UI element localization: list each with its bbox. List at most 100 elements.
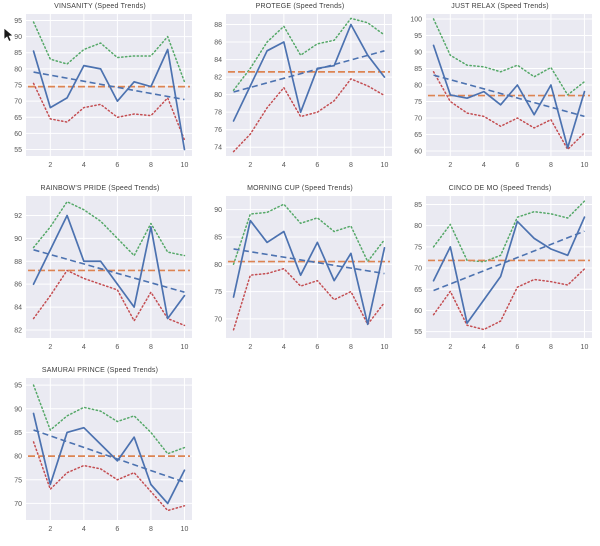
svg-text:8: 8 [149, 344, 153, 351]
svg-text:65: 65 [414, 132, 422, 139]
svg-text:10: 10 [381, 162, 389, 169]
svg-text:2: 2 [248, 344, 252, 351]
svg-text:80: 80 [14, 454, 22, 461]
svg-text:2: 2 [48, 526, 52, 533]
chart-title: PROTEGE (Speed Trends) [255, 3, 345, 10]
svg-text:4: 4 [482, 344, 486, 351]
svg-text:10: 10 [181, 344, 189, 351]
svg-text:95: 95 [14, 383, 22, 390]
chart-title: JUST RELAX (Speed Trends) [451, 3, 549, 10]
svg-text:8: 8 [549, 162, 553, 169]
svg-text:65: 65 [414, 287, 422, 294]
svg-text:10: 10 [181, 526, 189, 533]
svg-text:8: 8 [549, 344, 553, 351]
svg-text:90: 90 [414, 49, 422, 56]
plot-area-protege: 74 76 78 80 82 84 86 88 2 4 6 8 10 [214, 14, 392, 169]
chart-title: MORNING CUP (Speed Trends) [247, 185, 353, 192]
chart-panel-morning-cup: 70 75 80 85 90 2 4 6 8 10 MORNING CUP (Speed Tren… [200, 182, 400, 364]
chart-panel-vinsanity: 55 60 65 70 75 80 85 90 95 2 4 6 8 10 VINSANITY (Spee… [0, 0, 200, 182]
svg-text:85: 85 [414, 66, 422, 73]
svg-text:4: 4 [82, 344, 86, 351]
chart-title: RAINBOW'S PRIDE (Speed Trends) [40, 185, 160, 192]
svg-text:4: 4 [82, 162, 86, 169]
svg-text:2: 2 [248, 162, 252, 169]
svg-text:85: 85 [214, 234, 222, 241]
svg-text:76: 76 [214, 127, 222, 134]
svg-text:4: 4 [282, 344, 286, 351]
svg-text:75: 75 [414, 99, 422, 106]
svg-text:80: 80 [414, 83, 422, 90]
svg-text:6: 6 [315, 162, 319, 169]
svg-text:100: 100 [410, 16, 422, 23]
svg-text:84: 84 [214, 57, 222, 64]
svg-text:90: 90 [14, 34, 22, 41]
svg-text:82: 82 [214, 75, 222, 82]
svg-text:10: 10 [381, 344, 389, 351]
svg-text:74: 74 [214, 145, 222, 152]
svg-text:85: 85 [14, 50, 22, 57]
svg-text:70: 70 [14, 99, 22, 106]
svg-text:88: 88 [14, 259, 22, 266]
svg-text:10: 10 [581, 162, 589, 169]
svg-text:8: 8 [149, 162, 153, 169]
mouse-pointer-icon [3, 28, 14, 43]
svg-text:2: 2 [448, 162, 452, 169]
svg-text:2: 2 [48, 162, 52, 169]
svg-text:80: 80 [214, 92, 222, 99]
svg-text:92: 92 [14, 213, 22, 220]
svg-text:90: 90 [214, 207, 222, 214]
svg-text:65: 65 [14, 115, 22, 122]
svg-text:84: 84 [14, 305, 22, 312]
svg-text:82: 82 [14, 327, 22, 334]
svg-text:8: 8 [149, 526, 153, 533]
svg-text:95: 95 [14, 18, 22, 25]
svg-text:75: 75 [14, 477, 22, 484]
svg-text:75: 75 [414, 244, 422, 251]
svg-text:60: 60 [14, 131, 22, 138]
svg-text:6: 6 [315, 344, 319, 351]
svg-text:6: 6 [115, 344, 119, 351]
svg-text:6: 6 [515, 344, 519, 351]
svg-text:10: 10 [581, 344, 589, 351]
svg-text:85: 85 [414, 202, 422, 209]
chart-panel-just-relax: 60 65 70 75 80 85 90 95 100 2 4 6 8 10 JUST RELAX (Sp… [400, 0, 600, 182]
svg-text:70: 70 [414, 266, 422, 273]
svg-text:78: 78 [214, 110, 222, 117]
plot-area-vinsanity: 55 60 65 70 75 80 85 90 95 2 4 6 8 10 [14, 14, 192, 169]
svg-text:86: 86 [214, 40, 222, 47]
svg-text:70: 70 [414, 116, 422, 123]
svg-text:86: 86 [14, 282, 22, 289]
svg-text:75: 75 [214, 289, 222, 296]
svg-text:6: 6 [115, 162, 119, 169]
svg-text:90: 90 [14, 236, 22, 243]
svg-text:6: 6 [115, 526, 119, 533]
svg-text:85: 85 [14, 430, 22, 437]
svg-text:70: 70 [214, 316, 222, 323]
chart-title: VINSANITY (Speed Trends) [54, 3, 146, 10]
svg-text:80: 80 [214, 262, 222, 269]
svg-text:80: 80 [414, 223, 422, 230]
svg-text:75: 75 [14, 83, 22, 90]
svg-text:55: 55 [414, 329, 422, 336]
svg-text:8: 8 [349, 344, 353, 351]
svg-text:55: 55 [14, 147, 22, 154]
plot-area-morning-cup: 70 75 80 85 90 2 4 6 8 10 [214, 196, 392, 351]
chart-panel-samurai-prince: 70 75 80 85 90 95 2 4 6 8 10 SAMURAI PRINCE (Speed… [0, 364, 200, 546]
chart-panel-cinco-de-mo: 55 60 65 70 75 80 85 2 4 6 8 10 CINCO DE MO (Speed … [400, 182, 600, 364]
svg-text:80: 80 [14, 66, 22, 73]
svg-text:10: 10 [181, 162, 189, 169]
chart-title: SAMURAI PRINCE (Speed Trends) [41, 367, 159, 374]
svg-text:90: 90 [14, 406, 22, 413]
svg-text:2: 2 [448, 344, 452, 351]
svg-text:4: 4 [82, 526, 86, 533]
svg-text:70: 70 [14, 501, 22, 508]
svg-text:2: 2 [48, 344, 52, 351]
svg-text:60: 60 [414, 308, 422, 315]
svg-text:6: 6 [515, 162, 519, 169]
svg-text:8: 8 [349, 162, 353, 169]
plot-area-rainbows-pride: 82 84 86 88 90 92 2 4 6 8 10 [14, 196, 192, 351]
svg-text:4: 4 [282, 162, 286, 169]
chart-panel-protege: 74 76 78 80 82 84 86 88 2 4 6 8 10 PROTEGE (Speed Tr… [200, 0, 400, 182]
svg-text:88: 88 [214, 22, 222, 29]
